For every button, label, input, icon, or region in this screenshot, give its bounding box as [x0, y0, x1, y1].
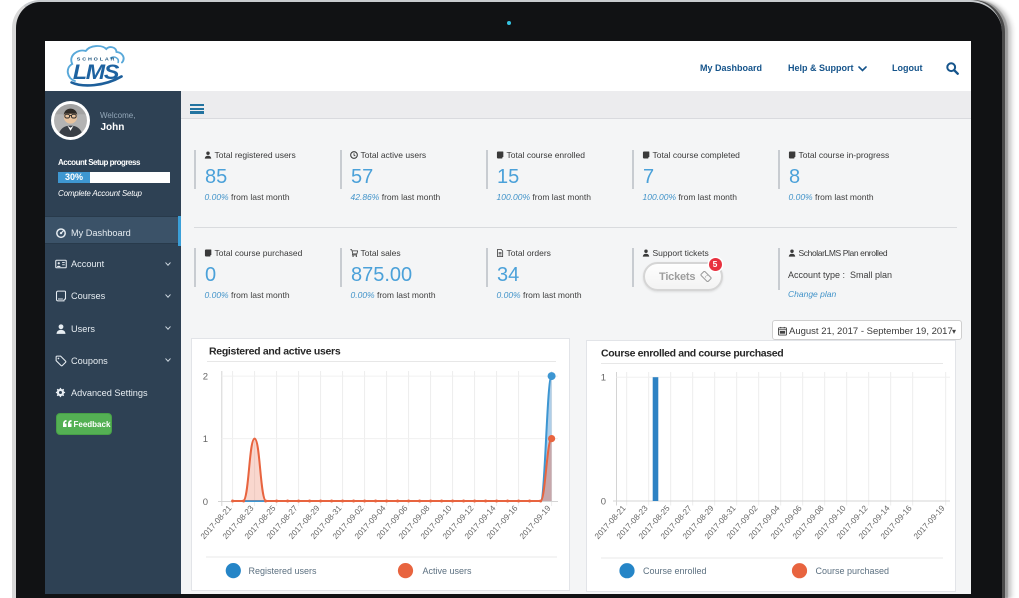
svg-text:Course enrolled and course pur: Course enrolled and course purchased [601, 348, 783, 360]
svg-text:0: 0 [601, 497, 606, 508]
svg-text:Registered users: Registered users [249, 566, 318, 576]
svg-text:0: 0 [203, 497, 208, 508]
svg-text:LMS: LMS [72, 60, 119, 84]
svg-text:Course purchased: Course purchased [816, 566, 890, 576]
svg-text:2017-09-19: 2017-09-19 [912, 503, 947, 540]
svg-text:Course enrolled: Course enrolled [643, 566, 707, 576]
svg-text:SCHOLAR: SCHOLAR [76, 57, 116, 63]
svg-text:Registered and active users: Registered and active users [209, 346, 341, 358]
svg-text:Active users: Active users [423, 566, 473, 576]
svg-text:1: 1 [203, 434, 208, 445]
svg-text:1: 1 [601, 373, 606, 384]
svg-text:2: 2 [203, 372, 208, 383]
svg-text:2017-09-19: 2017-09-19 [518, 503, 553, 540]
